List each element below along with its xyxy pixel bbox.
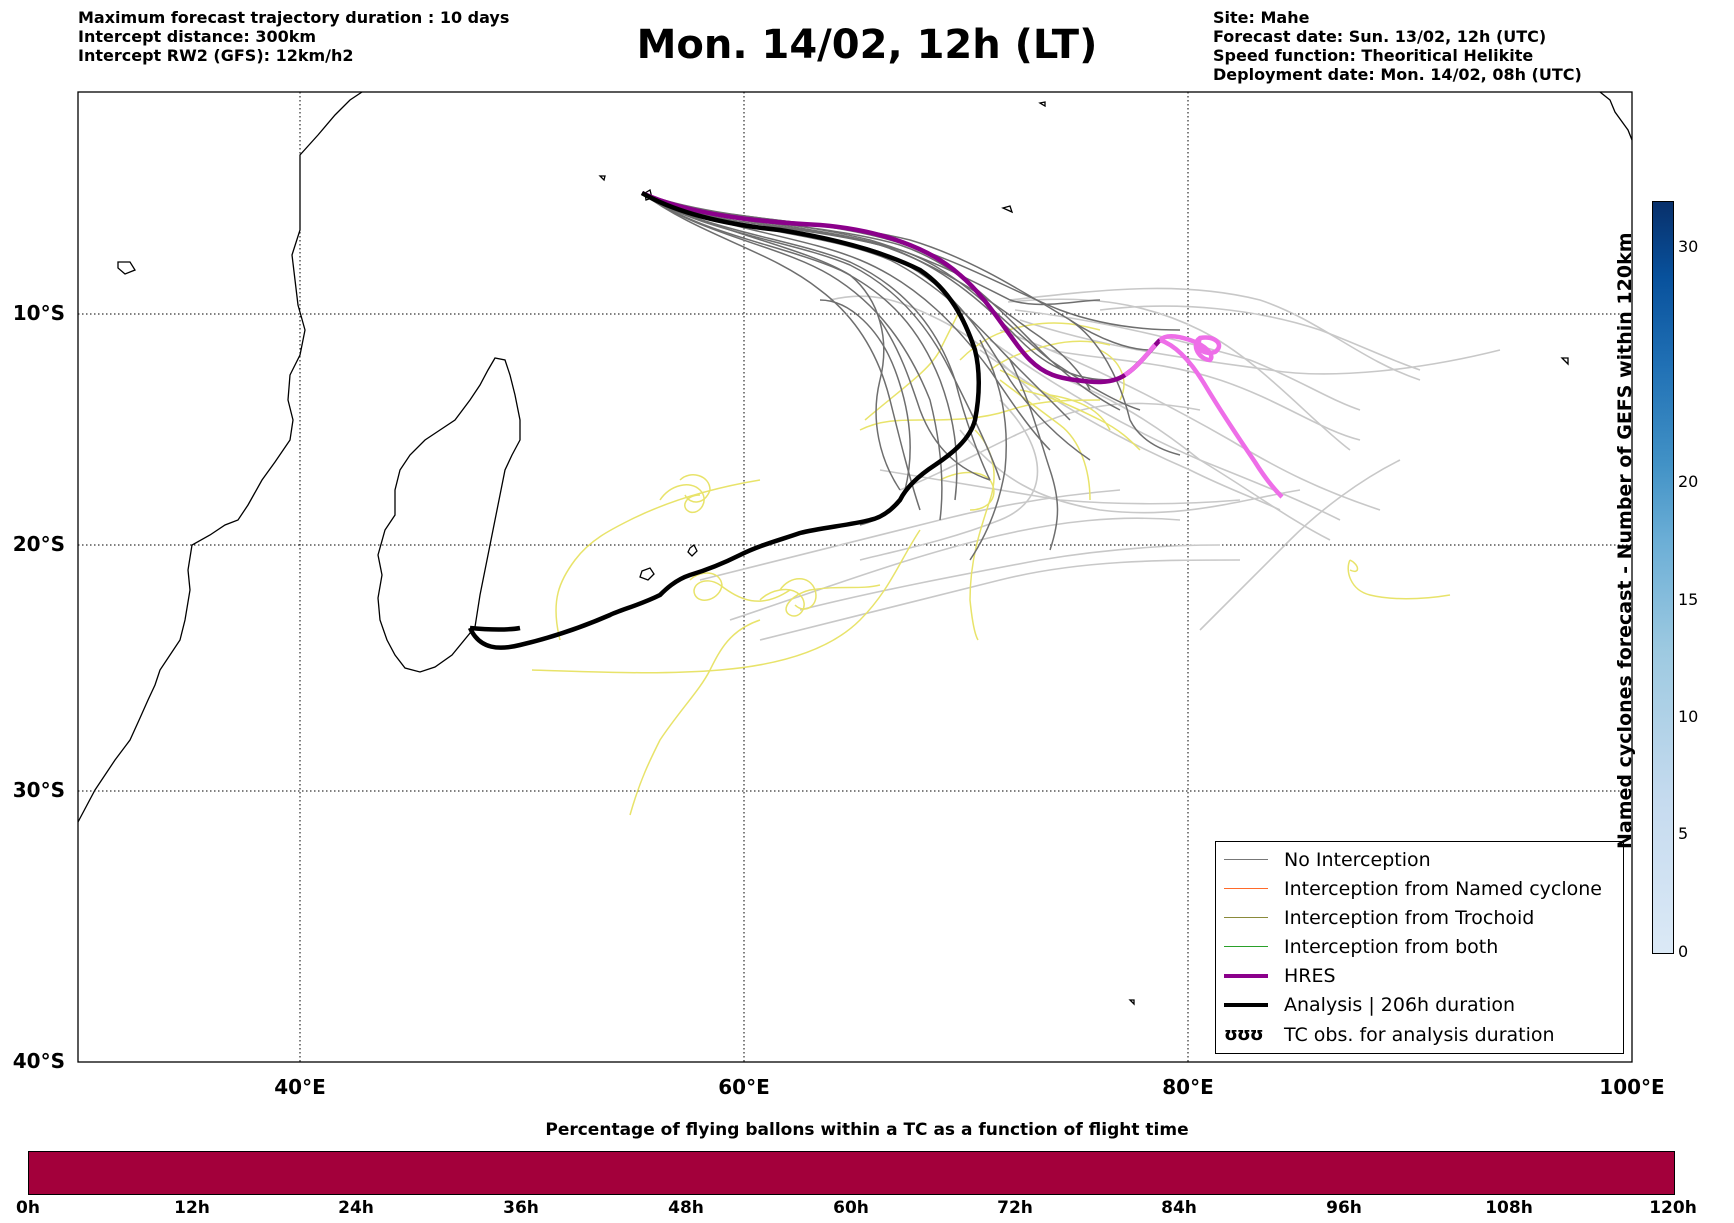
- map-frame: [77, 91, 1633, 1063]
- cbar-tick-0: 0: [1678, 942, 1689, 961]
- lat-label-20s: 20°S: [12, 532, 65, 556]
- analysis-track: [467, 191, 981, 650]
- comoros-coastline: [117, 261, 136, 275]
- sri-lanka-islets: [1038, 101, 1569, 1006]
- legend-label: TC obs. for analysis duration: [1284, 1023, 1555, 1046]
- reunion-coastline: [687, 544, 698, 557]
- hbar-tick-60h: 60h: [833, 1198, 869, 1218]
- legend-label: No Interception: [1284, 848, 1431, 871]
- colorbar-vertical: [1652, 201, 1674, 954]
- mauritius-coastline: [639, 567, 655, 581]
- legend-swatch: [1224, 859, 1268, 860]
- africa-coastline: [77, 91, 363, 823]
- madagascar-coastline: [377, 357, 521, 673]
- map-gridlines: [78, 92, 1632, 1062]
- legend-item-named-cyclone: Interception from Named cyclone: [1224, 874, 1602, 903]
- cbar-tick-5: 5: [1678, 824, 1689, 843]
- hbar-tick-120h: 120h: [1649, 1198, 1697, 1218]
- legend-item-tc-obs: ʊʊʊ TC obs. for analysis duration: [1224, 1020, 1555, 1049]
- hbar-tick-12h: 12h: [174, 1198, 210, 1218]
- lat-label-10s: 10°S: [12, 301, 65, 325]
- tc-observation-tracks: [531, 309, 1451, 816]
- hbar-tick-96h: 96h: [1326, 1198, 1362, 1218]
- lon-label-80e: 80°E: [1162, 1075, 1214, 1099]
- header-speed-function: Speed function: Theoritical Helikite: [1213, 46, 1534, 65]
- coastlines: [77, 91, 1633, 1006]
- header-max-duration: Maximum forecast trajectory duration : 1…: [78, 8, 510, 27]
- map-legend: No Interception Interception from Named …: [1215, 841, 1624, 1054]
- cbar-tick-30: 30: [1678, 237, 1699, 256]
- hbar-tick-36h: 36h: [503, 1198, 539, 1218]
- cbar-tick-15: 15: [1678, 590, 1699, 609]
- hbar-tick-0h: 0h: [16, 1198, 40, 1218]
- legend-item-hres: HRES: [1224, 961, 1336, 990]
- legend-item-analysis: Analysis | 206h duration: [1224, 990, 1515, 1019]
- legend-swatch: [1224, 888, 1268, 889]
- colorbar-vertical-label: Named cyclones forecast - Number of GEFS…: [1614, 232, 1636, 849]
- header-deployment-date: Deployment date: Mon. 14/02, 08h (UTC): [1213, 65, 1582, 84]
- ensemble-tracks: [641, 192, 1181, 561]
- lon-label-60e: 60°E: [718, 1075, 770, 1099]
- lat-label-30s: 30°S: [12, 778, 65, 802]
- legend-item-both: Interception from both: [1224, 932, 1498, 961]
- header-forecast-date: Forecast date: Sun. 13/02, 12h (UTC): [1213, 27, 1547, 46]
- legend-label: Interception from Trochoid: [1284, 906, 1535, 929]
- header-right: Site: Mahe Forecast date: Sun. 13/02, 12…: [1213, 8, 1582, 84]
- analysis-track-start: [469, 625, 521, 632]
- ensemble-light-tracks: [699, 287, 1501, 641]
- hbar-tick-108h: 108h: [1485, 1198, 1533, 1218]
- cbar-tick-20: 20: [1678, 472, 1699, 491]
- hbar-tick-24h: 24h: [338, 1198, 374, 1218]
- lat-label-40s: 40°S: [12, 1049, 65, 1073]
- hbar-tick-84h: 84h: [1161, 1198, 1197, 1218]
- legend-item-trochoid: Interception from Trochoid: [1224, 903, 1534, 932]
- legend-swatch: [1224, 973, 1268, 978]
- lon-label-100e: 100°E: [1599, 1075, 1665, 1099]
- legend-swatch: [1224, 946, 1268, 947]
- legend-label: Interception from Named cyclone: [1284, 877, 1602, 900]
- page-title: Mon. 14/02, 12h (LT): [636, 22, 1098, 68]
- legend-label: HRES: [1284, 964, 1336, 987]
- hbar-tick-48h: 48h: [668, 1198, 704, 1218]
- header-site: Site: Mahe: [1213, 8, 1310, 27]
- legend-label: Interception from both: [1284, 935, 1499, 958]
- sumatra-coastline: [1599, 91, 1633, 141]
- legend-swatch: [1224, 917, 1268, 918]
- lon-label-40e: 40°E: [274, 1075, 326, 1099]
- cbar-tick-10: 10: [1678, 707, 1699, 726]
- tc-obs-loop-icon: ʊʊʊ: [1224, 1024, 1264, 1045]
- header-left: Maximum forecast trajectory duration : 1…: [78, 8, 509, 65]
- legend-swatch: [1224, 1002, 1268, 1007]
- hres-track: [641, 190, 1284, 499]
- legend-item-no-interception: No Interception: [1224, 845, 1431, 874]
- colorbar-horizontal: [28, 1151, 1675, 1195]
- hbar-tick-72h: 72h: [997, 1198, 1033, 1218]
- colorbar-horizontal-title: Percentage of flying ballons within a TC…: [545, 1120, 1189, 1140]
- header-intercept-distance: Intercept distance: 300km: [78, 27, 317, 46]
- header-intercept-rw2: Intercept RW2 (GFS): 12km/h2: [78, 46, 354, 65]
- legend-label: Analysis | 206h duration: [1284, 993, 1516, 1016]
